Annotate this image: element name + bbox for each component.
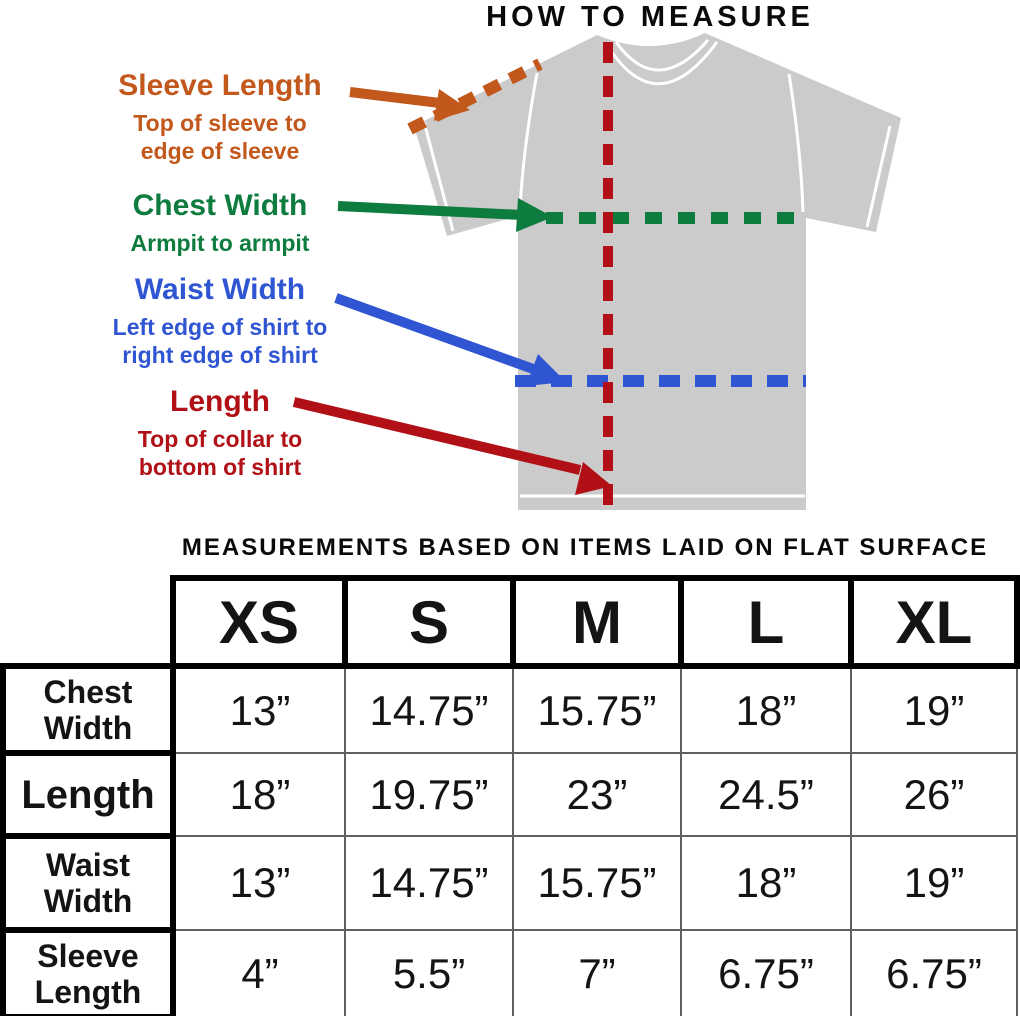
- length-desc-line2: bottom of shirt: [138, 454, 302, 480]
- size-chart-table: XS S M L XL Chest Width 13” 14.75” 15.75…: [0, 575, 1020, 1016]
- chest-width-s: 14.75”: [344, 665, 514, 754]
- right-armhole-seam: [787, 73, 805, 213]
- waist-width-s: 14.75”: [344, 835, 514, 931]
- length-s: 19.75”: [344, 752, 514, 837]
- table-caption: MEASUREMENTS BASED ON ITEMS LAID ON FLAT…: [181, 534, 989, 561]
- size-col-m: M: [510, 575, 684, 669]
- size-col-xs: XS: [170, 575, 348, 669]
- left-armhole-seam: [518, 72, 539, 211]
- waist-arrow: [334, 293, 566, 386]
- row-label-length: Length: [0, 750, 176, 839]
- sleeve-length-desc-line1: Top of sleeve to: [133, 110, 307, 136]
- chest-width-xs: 13”: [172, 665, 346, 754]
- corner-cell: [3, 578, 173, 666]
- row-label-waist-width: Waist Width: [0, 833, 176, 933]
- table-row-chest-width: Chest Width 13” 14.75” 15.75” 18” 19”: [0, 663, 1018, 756]
- waist-width-xl: 19”: [850, 835, 1018, 931]
- waist-width-desc-line1: Left edge of shirt to: [112, 314, 328, 340]
- sleeve-measure-dash: [407, 58, 543, 135]
- chest-width-m: 15.75”: [512, 665, 682, 754]
- table-row-sleeve-length: Sleeve Length 4” 5.5” 7” 6.75” 6.75”: [0, 927, 1018, 1016]
- sleeve-length-desc-line2: edge of sleeve: [140, 138, 300, 164]
- waist-width-xs: 13”: [172, 835, 346, 931]
- chest-width-desc-line1: Armpit to armpit: [130, 230, 310, 256]
- sleeve-length-label: Sleeve Length: [118, 69, 322, 102]
- sleeve-length-m: 7”: [512, 929, 682, 1016]
- sleeve-arrow: [349, 87, 470, 121]
- length-xl: 26”: [850, 752, 1018, 837]
- table-row-waist-width: Waist Width 13” 14.75” 15.75” 18” 19”: [0, 833, 1018, 933]
- sleeve-length-annotation: Sleeve Length Top of sleeve to edge of s…: [40, 70, 400, 165]
- table-row-length: Length 18” 19.75” 23” 24.5” 26”: [0, 750, 1018, 839]
- length-annotation: Length Top of collar to bottom of shirt: [40, 386, 400, 481]
- size-col-s: S: [342, 575, 516, 669]
- sleeve-length-s: 5.5”: [344, 929, 514, 1016]
- length-m: 23”: [512, 752, 682, 837]
- size-col-l: L: [678, 575, 854, 669]
- length-l: 24.5”: [680, 752, 852, 837]
- waist-width-l: 18”: [680, 835, 852, 931]
- length-xs: 18”: [172, 752, 346, 837]
- chest-width-l: 18”: [680, 665, 852, 754]
- page-title: HOW TO MEASURE: [486, 1, 814, 33]
- tshirt-body: [414, 33, 901, 510]
- waist-width-annotation: Waist Width Left edge of shirt to right …: [40, 274, 400, 369]
- sleeve-length-xl: 6.75”: [850, 929, 1018, 1016]
- waist-width-m: 15.75”: [512, 835, 682, 931]
- chest-width-annotation: Chest Width Armpit to armpit: [40, 190, 400, 257]
- length-arrow: [292, 397, 612, 495]
- row-label-sleeve-length: Sleeve Length: [0, 927, 176, 1016]
- row-label-chest-width: Chest Width: [0, 663, 176, 756]
- size-col-xl: XL: [848, 575, 1020, 669]
- collar-outer-seam: [605, 41, 719, 86]
- length-label: Length: [170, 385, 270, 418]
- chest-width-label: Chest Width: [132, 189, 308, 222]
- tshirt-diagram: [292, 33, 901, 510]
- sleeve-length-xs: 4”: [172, 929, 346, 1016]
- waist-width-desc-line2: right edge of shirt: [122, 342, 318, 368]
- sleeve-length-l: 6.75”: [680, 929, 852, 1016]
- right-sleeve-seam: [865, 125, 892, 228]
- collar-inner-seam: [614, 39, 710, 72]
- size-header-row: XS S M L XL: [3, 575, 1020, 669]
- chest-arrow: [337, 198, 553, 232]
- chest-width-xl: 19”: [850, 665, 1018, 754]
- length-desc-line1: Top of collar to: [137, 426, 303, 452]
- waist-width-label: Waist Width: [134, 273, 306, 306]
